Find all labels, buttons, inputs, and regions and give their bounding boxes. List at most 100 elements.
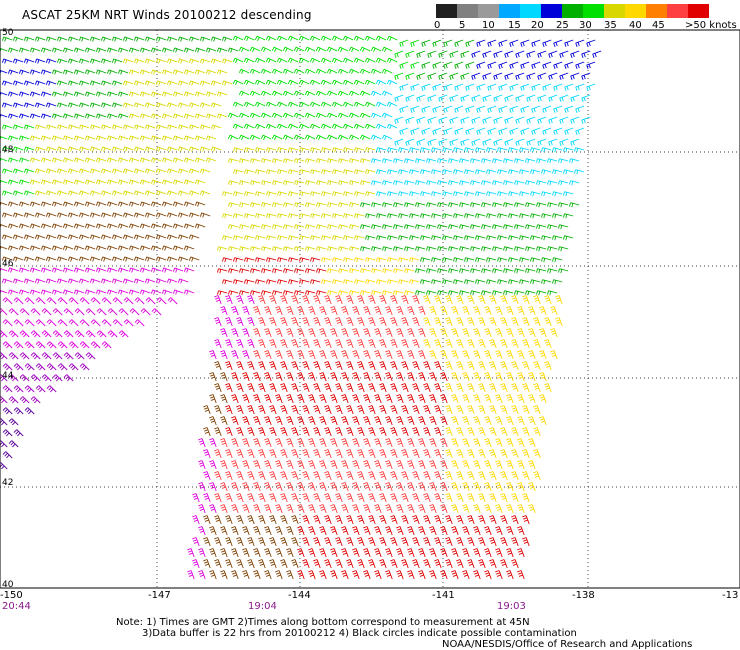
wind-barb [519,279,530,285]
wind-barb [23,256,35,262]
wind-barb [313,405,321,415]
wind-barb [205,69,217,75]
wind-barb [357,449,365,459]
wind-barb [84,157,96,163]
wind-barb [23,146,35,152]
wind-barb [283,202,294,208]
wind-barb [316,268,327,274]
wind-barb [489,559,497,569]
wind-barb [374,504,382,514]
wind-barb [150,201,162,207]
wind-barb [533,361,541,371]
wind-barb [139,179,151,185]
wind-barb [253,504,261,514]
wind-barb [118,308,129,316]
wind-barb [489,471,497,481]
wind-barb [438,50,448,58]
wind-barb [426,180,437,186]
wind-barb [150,223,162,229]
wind-barb [205,91,217,97]
wind-barb [570,138,580,146]
wind-barb [564,105,574,113]
wind-barb [559,138,569,146]
wind-barb [231,306,239,316]
wind-barb [73,201,85,207]
wind-barb [451,306,459,316]
wind-barb [249,134,261,140]
wind-barb [416,50,426,58]
wind-barb [144,190,156,196]
wind-barb [407,460,415,470]
wind-barb [242,416,250,426]
wind-barb [346,317,354,327]
wind-barb [78,80,90,86]
wind-barb [528,482,536,492]
wind-barb [177,278,189,284]
wind-barb [385,416,393,426]
wind-barb [326,112,338,118]
wind-barb [451,504,459,514]
wind-barb [30,352,41,360]
wind-barb [84,47,96,53]
wind-barb [128,201,140,207]
wind-barb [382,158,393,164]
wind-barb [194,91,206,97]
wind-barb [111,146,123,152]
wind-barb [73,267,85,273]
wind-barb [35,363,46,371]
wind-barb [23,212,35,218]
wind-barb [423,295,431,305]
wind-barb [341,306,349,316]
wind-barb [462,460,470,470]
wind-barb [364,57,376,63]
wind-barb [264,438,272,448]
colorbar-label: 25 [556,20,569,31]
wind-barb [462,482,470,492]
wind-barb [396,328,404,338]
wind-barb [420,147,431,153]
wind-barb [41,352,52,360]
wind-barb [429,570,437,580]
wind-barb [319,482,327,492]
wind-barb [305,180,316,186]
wind-barb [304,68,316,74]
wind-barb [346,493,354,503]
wind-barb [214,515,222,525]
wind-barb [283,224,294,230]
wind-barb [418,372,426,382]
wind-barb [0,47,8,53]
wind-barb [45,124,57,130]
wind-barb [487,39,497,47]
wind-barb [363,394,371,404]
wind-barb [302,295,310,305]
wind-barb [324,471,332,481]
wind-barb [89,146,101,152]
wind-barb [374,548,382,558]
wind-barb [89,190,101,196]
wind-barb [357,405,365,415]
wind-barb [346,295,354,305]
wind-barb [429,526,437,536]
wind-barb [236,471,244,481]
wind-barb [7,201,19,207]
wind-barb [484,328,492,338]
wind-barb [294,290,305,296]
wind-barb [144,256,156,262]
wind-barb [487,127,497,135]
wind-barb [172,69,184,75]
wind-barb [449,116,459,124]
wind-barb [177,234,189,240]
wind-barb [214,493,222,503]
wind-barb [511,339,519,349]
wind-barb [220,438,228,448]
wind-barb [364,79,376,85]
wind-barb [352,570,360,580]
wind-barb [253,460,261,470]
wind-barb [34,190,46,196]
wind-barb [427,116,437,124]
wind-barb [544,361,552,371]
wind-barb [294,224,305,230]
wind-barb [275,504,283,514]
wind-barb [390,317,398,327]
wind-barb [84,201,96,207]
